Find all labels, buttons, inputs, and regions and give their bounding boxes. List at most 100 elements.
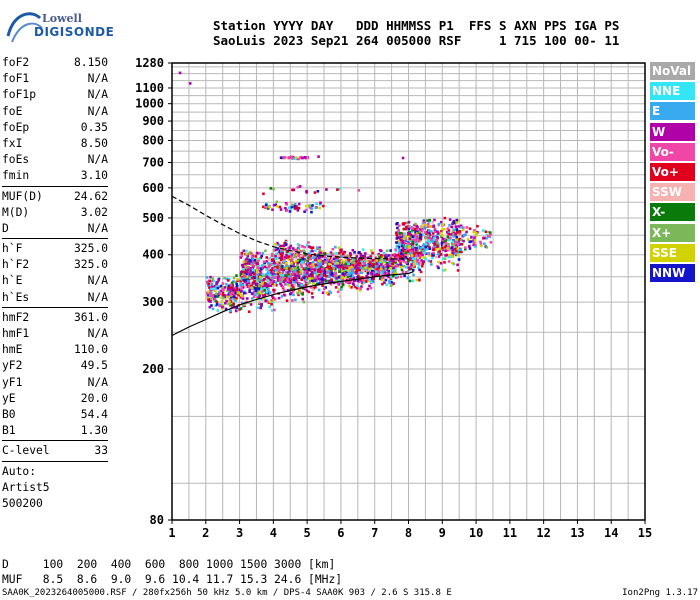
echo-point — [333, 260, 337, 264]
echo-point — [262, 192, 265, 196]
echo-point — [321, 259, 325, 263]
echo-point — [262, 274, 266, 278]
echo-point — [394, 248, 397, 251]
echo-point — [314, 277, 317, 281]
echo-point — [215, 285, 219, 288]
echo-point — [451, 251, 455, 255]
echo-point — [447, 255, 451, 259]
echo-point — [426, 252, 430, 255]
param-label: foF2 — [2, 56, 30, 69]
echo-point — [273, 297, 277, 301]
echo-point — [214, 289, 217, 293]
param-row-yf1: yF1 N/A — [2, 375, 108, 391]
echo-point — [293, 203, 297, 206]
echo-point — [239, 270, 243, 274]
echo-point — [399, 259, 403, 262]
echo-point — [437, 222, 441, 226]
echo-point — [258, 257, 261, 261]
echo-point — [446, 235, 450, 239]
echo-point — [265, 256, 268, 259]
param-value: 0.35 — [80, 120, 108, 134]
param-group-autoscaler: Auto: Artist5 500200 — [2, 464, 108, 512]
echo-point — [227, 277, 231, 281]
echo-point — [421, 222, 425, 225]
echo-point — [324, 278, 327, 281]
echo-point — [253, 280, 256, 283]
echo-point — [232, 276, 236, 280]
echo-point — [304, 270, 308, 274]
distance-row: D 100 200 400 600 800 1000 1500 3000 [km… — [2, 558, 336, 571]
echo-point — [292, 204, 296, 208]
echo-point — [323, 252, 327, 256]
echo-point — [317, 268, 320, 272]
echo-point — [420, 264, 424, 268]
echo-point — [424, 242, 428, 246]
echo-point — [235, 306, 239, 309]
y-tick-label: 300 — [142, 295, 164, 309]
echo-point — [338, 295, 342, 298]
echo-point — [287, 258, 291, 261]
echo-point — [465, 226, 469, 229]
echo-point — [418, 236, 422, 240]
echo-point — [319, 262, 323, 266]
echo-point — [425, 230, 429, 234]
echo-point — [279, 258, 283, 262]
echo-point — [410, 226, 413, 229]
echo-point — [402, 237, 406, 241]
echo-point — [395, 258, 399, 261]
echo-point — [210, 285, 214, 288]
echo-point — [406, 269, 410, 273]
echo-point — [336, 290, 340, 294]
echo-point — [330, 253, 333, 256]
echo-point — [452, 246, 456, 250]
echo-point — [304, 278, 308, 281]
echo-point — [242, 270, 245, 274]
echo-point — [213, 297, 217, 301]
echo-point — [268, 269, 272, 273]
echo-point — [295, 157, 299, 161]
echo-point — [341, 270, 344, 273]
echo-point — [274, 267, 277, 271]
echo-point — [297, 206, 301, 210]
echo-point — [210, 304, 213, 307]
echo-point — [340, 285, 343, 289]
echo-point — [332, 257, 336, 261]
echo-point — [361, 281, 364, 285]
param-label: foF1 — [2, 72, 30, 86]
echo-point — [327, 265, 330, 269]
echo-point — [212, 293, 215, 297]
x-tick-label: 4 — [270, 526, 277, 540]
echo-point — [310, 277, 313, 281]
echo-point — [215, 292, 218, 296]
echo-point — [399, 233, 403, 237]
echo-point — [281, 244, 284, 248]
echo-point — [406, 231, 410, 235]
echo-point — [282, 257, 286, 261]
echo-point — [288, 210, 292, 213]
echo-point — [283, 283, 287, 286]
echo-point — [381, 255, 385, 259]
echo-point — [322, 204, 325, 208]
param-row-mufd: MUF(D) 24.62 — [2, 189, 108, 205]
echo-point — [263, 284, 267, 288]
echo-point — [235, 286, 239, 289]
echo-point — [346, 264, 350, 268]
param-label: hmF2 — [2, 310, 30, 324]
echo-point — [271, 272, 274, 276]
echo-point — [414, 233, 417, 236]
echo-point — [424, 224, 428, 227]
echo-point — [311, 273, 314, 277]
echo-point — [375, 258, 379, 262]
echo-point — [274, 254, 277, 258]
echo-point — [419, 227, 422, 231]
x-tick-label: 11 — [503, 526, 517, 540]
axis-ticks: 1 2 3 4 5 6 7 8 9 10 11 12 13 14 158020030040050060070… — [135, 56, 652, 540]
echo-point — [313, 268, 317, 272]
echo-point — [446, 248, 450, 252]
echo-point — [404, 261, 408, 264]
echo-point — [256, 277, 260, 280]
echo-point — [229, 303, 232, 307]
logo-swirl-icon — [6, 12, 43, 43]
echo-point — [316, 270, 320, 273]
